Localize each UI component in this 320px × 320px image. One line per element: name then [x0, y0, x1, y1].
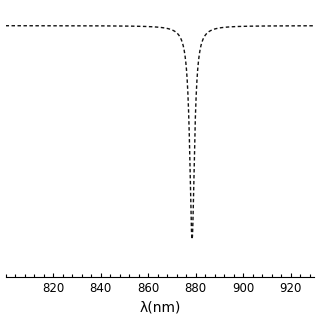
- X-axis label: λ(nm): λ(nm): [139, 300, 181, 315]
